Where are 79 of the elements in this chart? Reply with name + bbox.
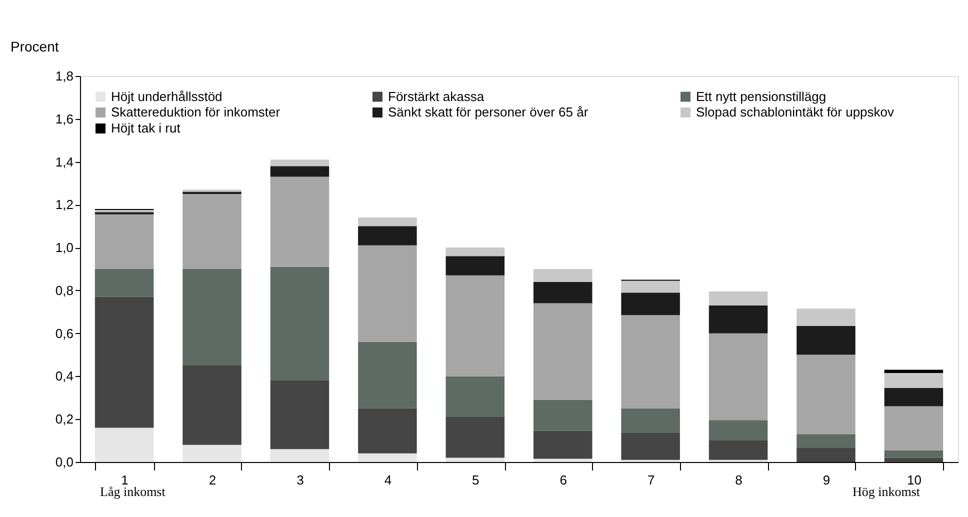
bar: [533, 458, 592, 462]
bar: [533, 269, 592, 282]
bar: [796, 434, 856, 448]
bar: [182, 194, 242, 269]
bar: [708, 440, 768, 460]
bar: [884, 458, 944, 462]
legend-label: Sänkt skatt för personer över 65 år: [388, 104, 589, 120]
y-tick-label: 0,6: [55, 326, 74, 341]
x-tick-label: 2: [208, 472, 216, 488]
bar: [708, 333, 768, 420]
bar: [270, 160, 330, 166]
y-tick-label: 0,8: [55, 282, 74, 298]
y-tick-label: 1,2: [55, 197, 74, 212]
x-tick-label: 8: [735, 472, 742, 488]
y-tick-label: 0,4: [55, 368, 74, 384]
y-tick-label: 1,0: [55, 240, 74, 256]
bar: [621, 408, 680, 434]
x-tick-label: 9: [822, 472, 830, 488]
y-axis-title: Procent: [10, 38, 59, 54]
bar: [270, 380, 330, 450]
bar: [270, 449, 330, 462]
x-tick-label: 5: [472, 472, 480, 488]
bar: [796, 308, 856, 326]
bar: [884, 373, 944, 388]
x-tick-label: 6: [560, 472, 567, 488]
bar: [446, 458, 505, 462]
y-tick-label: 0,0: [55, 454, 74, 470]
x-tick-label: 7: [647, 472, 655, 488]
bar: [884, 450, 944, 458]
legend-label: Ett nytt pensionstillägg: [696, 88, 826, 104]
bar: [94, 296, 154, 428]
bar: [621, 292, 680, 316]
legend-label: Skattereduktion för inkomster: [111, 104, 281, 120]
bar: [884, 388, 944, 406]
bar: [884, 406, 944, 450]
bar: [796, 354, 856, 434]
bar: [533, 430, 592, 459]
bar: [358, 342, 417, 408]
legend-label: Slopad schablonintäkt för uppskov: [696, 104, 895, 120]
bar: [270, 176, 330, 267]
bar: [270, 266, 330, 381]
bar: [533, 282, 592, 304]
bar: [358, 226, 417, 246]
legend-label: Höjt tak i rut: [111, 120, 181, 136]
bar: [796, 448, 856, 462]
bar: [94, 214, 154, 269]
bar: [270, 166, 330, 177]
bar: [708, 305, 768, 334]
bar: [446, 248, 505, 256]
bar: [708, 420, 768, 441]
x-tick-label: 4: [384, 472, 392, 488]
bar: [796, 326, 856, 355]
bar: [358, 453, 417, 462]
bar: [358, 408, 417, 454]
x-tick-label: 3: [296, 472, 304, 488]
bar: [446, 256, 505, 276]
bar: [446, 376, 505, 417]
bar: [621, 433, 680, 460]
bar: [621, 280, 680, 293]
bar: [621, 315, 680, 408]
bar: [358, 245, 417, 342]
bar: [708, 292, 768, 306]
bar: [446, 275, 505, 376]
bar: [446, 416, 505, 458]
bar: [884, 370, 944, 374]
bar: [358, 218, 417, 226]
bar: [94, 428, 154, 462]
y-tick-label: 1,6: [55, 111, 74, 126]
bar: [182, 366, 242, 445]
legend-label: Förstärkt akassa: [388, 88, 485, 104]
bar: [533, 303, 592, 400]
y-tick-label: 1,8: [55, 68, 74, 84]
bar: [94, 269, 154, 297]
bar: [182, 269, 242, 366]
y-tick-label: 1,4: [55, 154, 74, 170]
bar: [182, 444, 242, 462]
legend-label: Höjt underhållsstöd: [111, 88, 222, 104]
bar: [533, 400, 592, 431]
y-tick-label: 0,2: [55, 412, 74, 427]
